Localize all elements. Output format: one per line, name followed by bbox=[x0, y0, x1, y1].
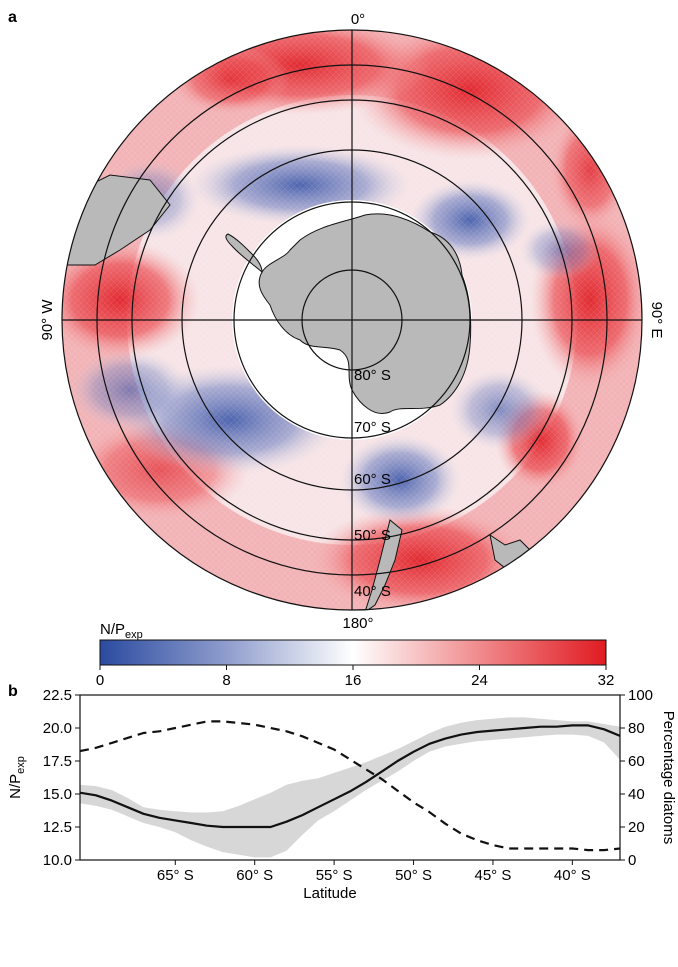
y2-tick-label: 60 bbox=[628, 753, 645, 770]
new-zealand-landmass bbox=[364, 519, 403, 610]
y-tick-label: 10.0 bbox=[43, 852, 72, 869]
y2-tick-label: 80 bbox=[628, 720, 645, 737]
x-tick-label: 50° S bbox=[395, 867, 432, 884]
y2-tick-label: 20 bbox=[628, 819, 645, 836]
panel-a-label: a bbox=[8, 9, 17, 26]
colorbar-tick-label: 0 bbox=[96, 672, 104, 689]
y-tick-label: 12.5 bbox=[43, 819, 72, 836]
colorbar-title: N/Pexp bbox=[100, 621, 143, 641]
latitude-label: 50° S bbox=[354, 527, 391, 544]
latitude-label: 80° S bbox=[354, 367, 391, 384]
y2-tick-label: 40 bbox=[628, 786, 645, 803]
latitude-label: 60° S bbox=[354, 471, 391, 488]
meridian-label-top: 0° bbox=[351, 11, 365, 28]
x-tick-label: 60° S bbox=[236, 867, 273, 884]
y-tick-label: 17.5 bbox=[43, 753, 72, 770]
colorbar-gradient bbox=[99, 639, 607, 666]
line-chart: 65° S 60° S 55° S 50° S 45° S 40° S 10.0 12.5 15… bbox=[7, 687, 677, 902]
uncertainty-band bbox=[80, 717, 620, 858]
x-tick-label: 45° S bbox=[475, 867, 512, 884]
panel-b-label: b bbox=[8, 683, 18, 700]
x-tick-label: 40° S bbox=[554, 867, 591, 884]
np-solid-line bbox=[79, 724, 621, 829]
meridian-label-bottom: 180° bbox=[342, 615, 373, 632]
latitude-labels: 80° S 70° S 60° S 50° S 40° S bbox=[354, 367, 391, 600]
polar-map: 0° 180° 90° E 90° W 80° S 70° S 60° S 50… bbox=[39, 11, 665, 632]
y-axis-label-sub: exp bbox=[15, 756, 27, 774]
y-tick-label: 22.5 bbox=[43, 687, 72, 704]
y-tick-label: 20.0 bbox=[43, 720, 72, 737]
meridian-label-left: 90° W bbox=[39, 299, 56, 341]
x-tick-label: 55° S bbox=[316, 867, 353, 884]
plot-frame bbox=[79, 694, 621, 861]
colorbar-tick-label: 16 bbox=[345, 672, 362, 689]
diatoms-dashed-line bbox=[79, 720, 621, 852]
y2-tick-label: 100 bbox=[628, 687, 653, 704]
x-tick-label: 65° S bbox=[157, 867, 194, 884]
latitude-label: 70° S bbox=[354, 419, 391, 436]
colorbar-tick-label: 24 bbox=[471, 672, 488, 689]
colorbar-tick-label: 8 bbox=[222, 672, 230, 689]
colorbar: N/Pexp 0 8 16 24 32 bbox=[96, 621, 615, 689]
y-tick-label: 15.0 bbox=[43, 786, 72, 803]
latitude-label: 40° S bbox=[354, 583, 391, 600]
y-axis-label-main: N/P bbox=[7, 774, 24, 799]
y2-tick-label: 0 bbox=[628, 852, 636, 869]
x-axis-label: Latitude bbox=[303, 885, 356, 902]
y2-axis-label: Percentage diatoms bbox=[660, 711, 677, 844]
colorbar-tick-label: 32 bbox=[598, 672, 615, 689]
y-axis-label: N/Pexp bbox=[7, 756, 27, 799]
meridian-label-right: 90° E bbox=[648, 302, 665, 339]
